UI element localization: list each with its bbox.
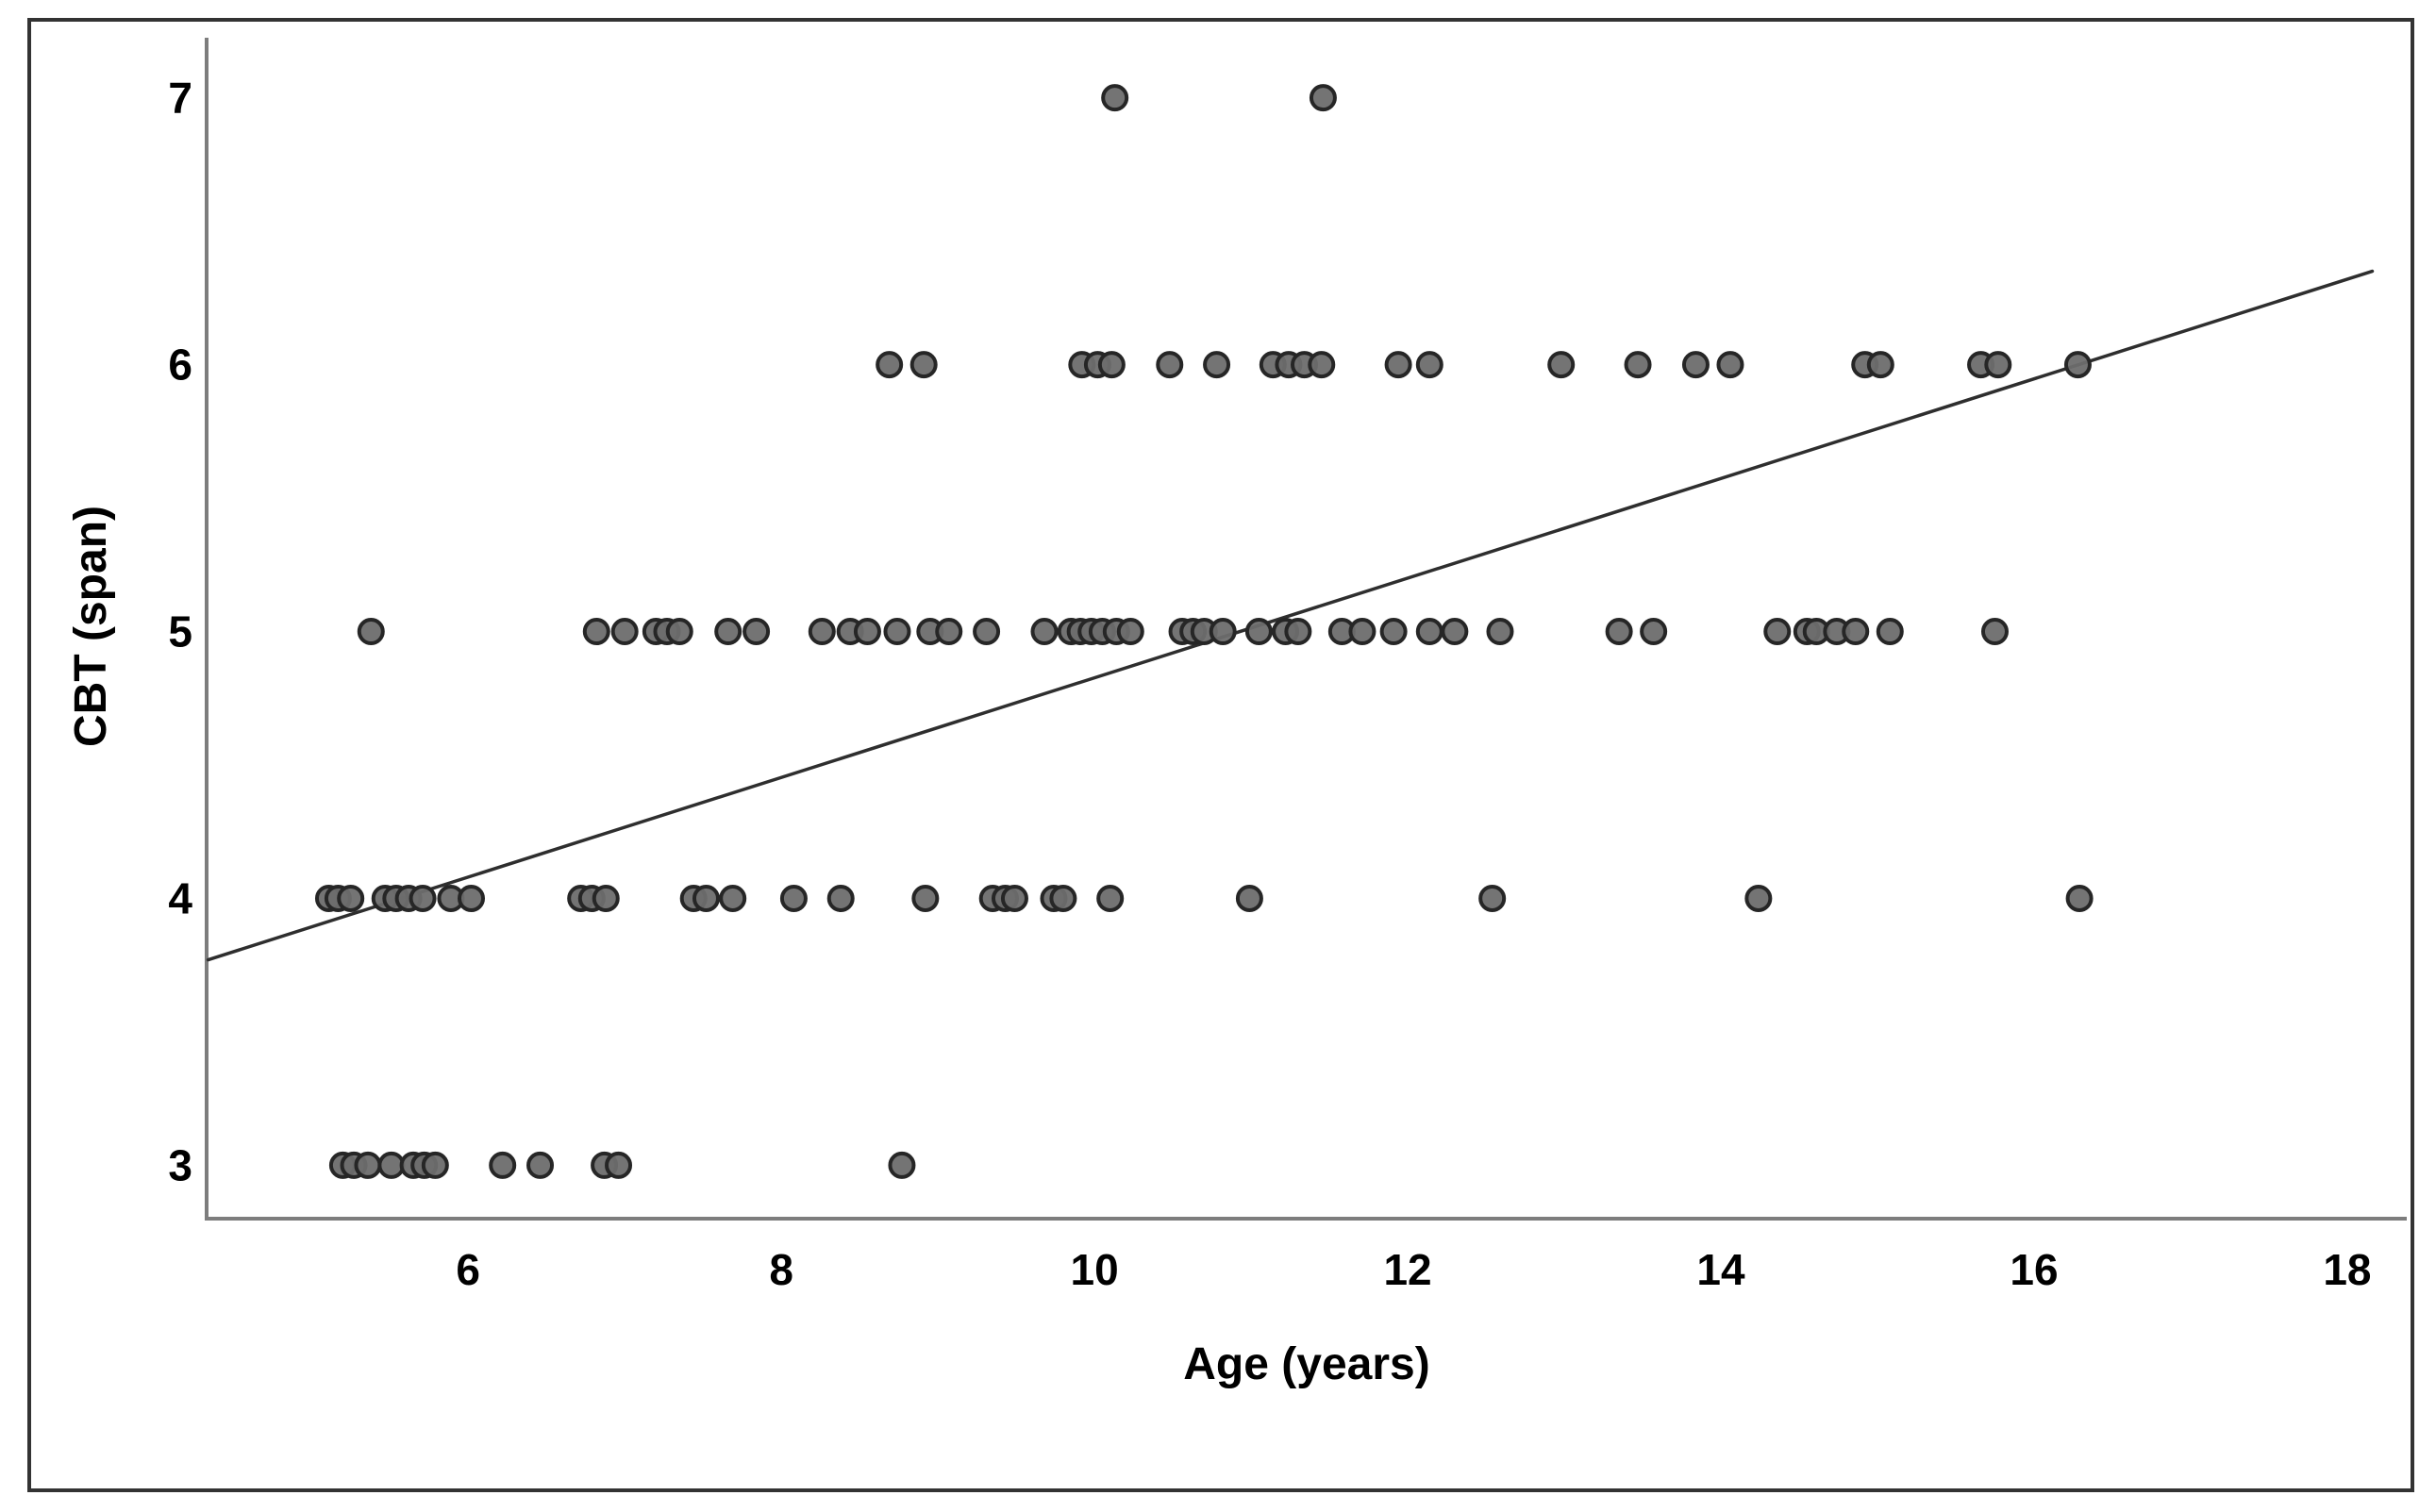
data-point: [1203, 351, 1231, 379]
data-point: [876, 351, 904, 379]
data-point: [1284, 618, 1312, 646]
data-point: [582, 618, 610, 646]
data-point: [1049, 884, 1077, 912]
data-point: [714, 618, 742, 646]
data-point: [1156, 351, 1184, 379]
data-point: [1744, 884, 1773, 912]
data-point: [888, 1151, 916, 1179]
tick-labels-layer: 6 8 10 12 14 16 18 3 4 5 6 7: [168, 74, 2371, 1294]
data-point: [779, 884, 808, 912]
data-point: [1384, 351, 1412, 379]
data-point: [1605, 618, 1633, 646]
data-point: [742, 618, 771, 646]
data-point: [1716, 351, 1744, 379]
data-point: [1984, 351, 2012, 379]
data-point: [1547, 351, 1576, 379]
data-point: [354, 1151, 382, 1179]
data-point: [692, 884, 720, 912]
data-point: [1235, 884, 1263, 912]
data-point: [1763, 618, 1792, 646]
data-point: [808, 618, 836, 646]
data-point: [1097, 351, 1126, 379]
x-axis-title: Age (years): [1183, 1339, 1429, 1389]
data-point: [421, 1151, 449, 1179]
data-point: [610, 618, 639, 646]
y-axis-title: CBT (span): [66, 506, 116, 747]
points-layer: [314, 84, 2094, 1179]
y-tick-label: 4: [168, 873, 192, 922]
data-point: [1415, 351, 1443, 379]
data-point: [1000, 884, 1028, 912]
y-tick-label: 3: [168, 1140, 192, 1189]
data-point: [909, 351, 938, 379]
data-point: [1681, 351, 1710, 379]
data-point: [1116, 618, 1144, 646]
data-point: [826, 884, 855, 912]
data-point: [489, 1151, 517, 1179]
x-tick-label: 18: [2323, 1245, 2371, 1294]
data-point: [1030, 618, 1059, 646]
y-tick-label: 6: [168, 341, 192, 390]
data-point: [1415, 618, 1443, 646]
x-tick-label: 14: [1696, 1245, 1745, 1294]
data-point: [357, 618, 385, 646]
data-point: [592, 884, 620, 912]
data-point: [665, 618, 693, 646]
data-point: [1101, 84, 1129, 112]
data-point: [1441, 618, 1469, 646]
data-point: [1379, 618, 1408, 646]
data-point: [1980, 618, 2009, 646]
regression-line: [206, 269, 2375, 962]
x-tick-label: 8: [769, 1245, 793, 1294]
x-tick-label: 16: [2010, 1245, 2058, 1294]
trend-line-layer: [206, 269, 2375, 962]
data-point: [935, 618, 963, 646]
data-point: [1348, 618, 1377, 646]
x-tick-label: 10: [1071, 1245, 1119, 1294]
data-point: [1478, 884, 1507, 912]
data-point: [1624, 351, 1652, 379]
data-point: [883, 618, 911, 646]
data-point: [337, 884, 365, 912]
data-point: [973, 618, 1001, 646]
data-point: [1640, 618, 1668, 646]
data-point: [911, 884, 940, 912]
data-point: [1876, 618, 1904, 646]
x-tick-label: 6: [456, 1245, 480, 1294]
x-tick-label: 12: [1383, 1245, 1431, 1294]
data-point: [409, 884, 437, 912]
data-point: [2065, 884, 2094, 912]
y-tick-label: 7: [168, 74, 192, 123]
y-tick-label: 5: [168, 607, 192, 656]
data-point: [853, 618, 881, 646]
data-point: [1096, 884, 1125, 912]
data-point: [1308, 351, 1336, 379]
data-point: [458, 884, 486, 912]
data-point: [1842, 618, 1870, 646]
data-point: [1244, 618, 1273, 646]
data-point: [2063, 351, 2092, 379]
data-point: [1209, 618, 1237, 646]
data-point: [1486, 618, 1514, 646]
data-point: [605, 1151, 633, 1179]
data-point: [1309, 84, 1337, 112]
axes-layer: [205, 38, 2407, 1221]
data-point: [719, 884, 747, 912]
figure-border: [27, 18, 2414, 1492]
data-point: [526, 1151, 555, 1179]
data-point: [1866, 351, 1894, 379]
